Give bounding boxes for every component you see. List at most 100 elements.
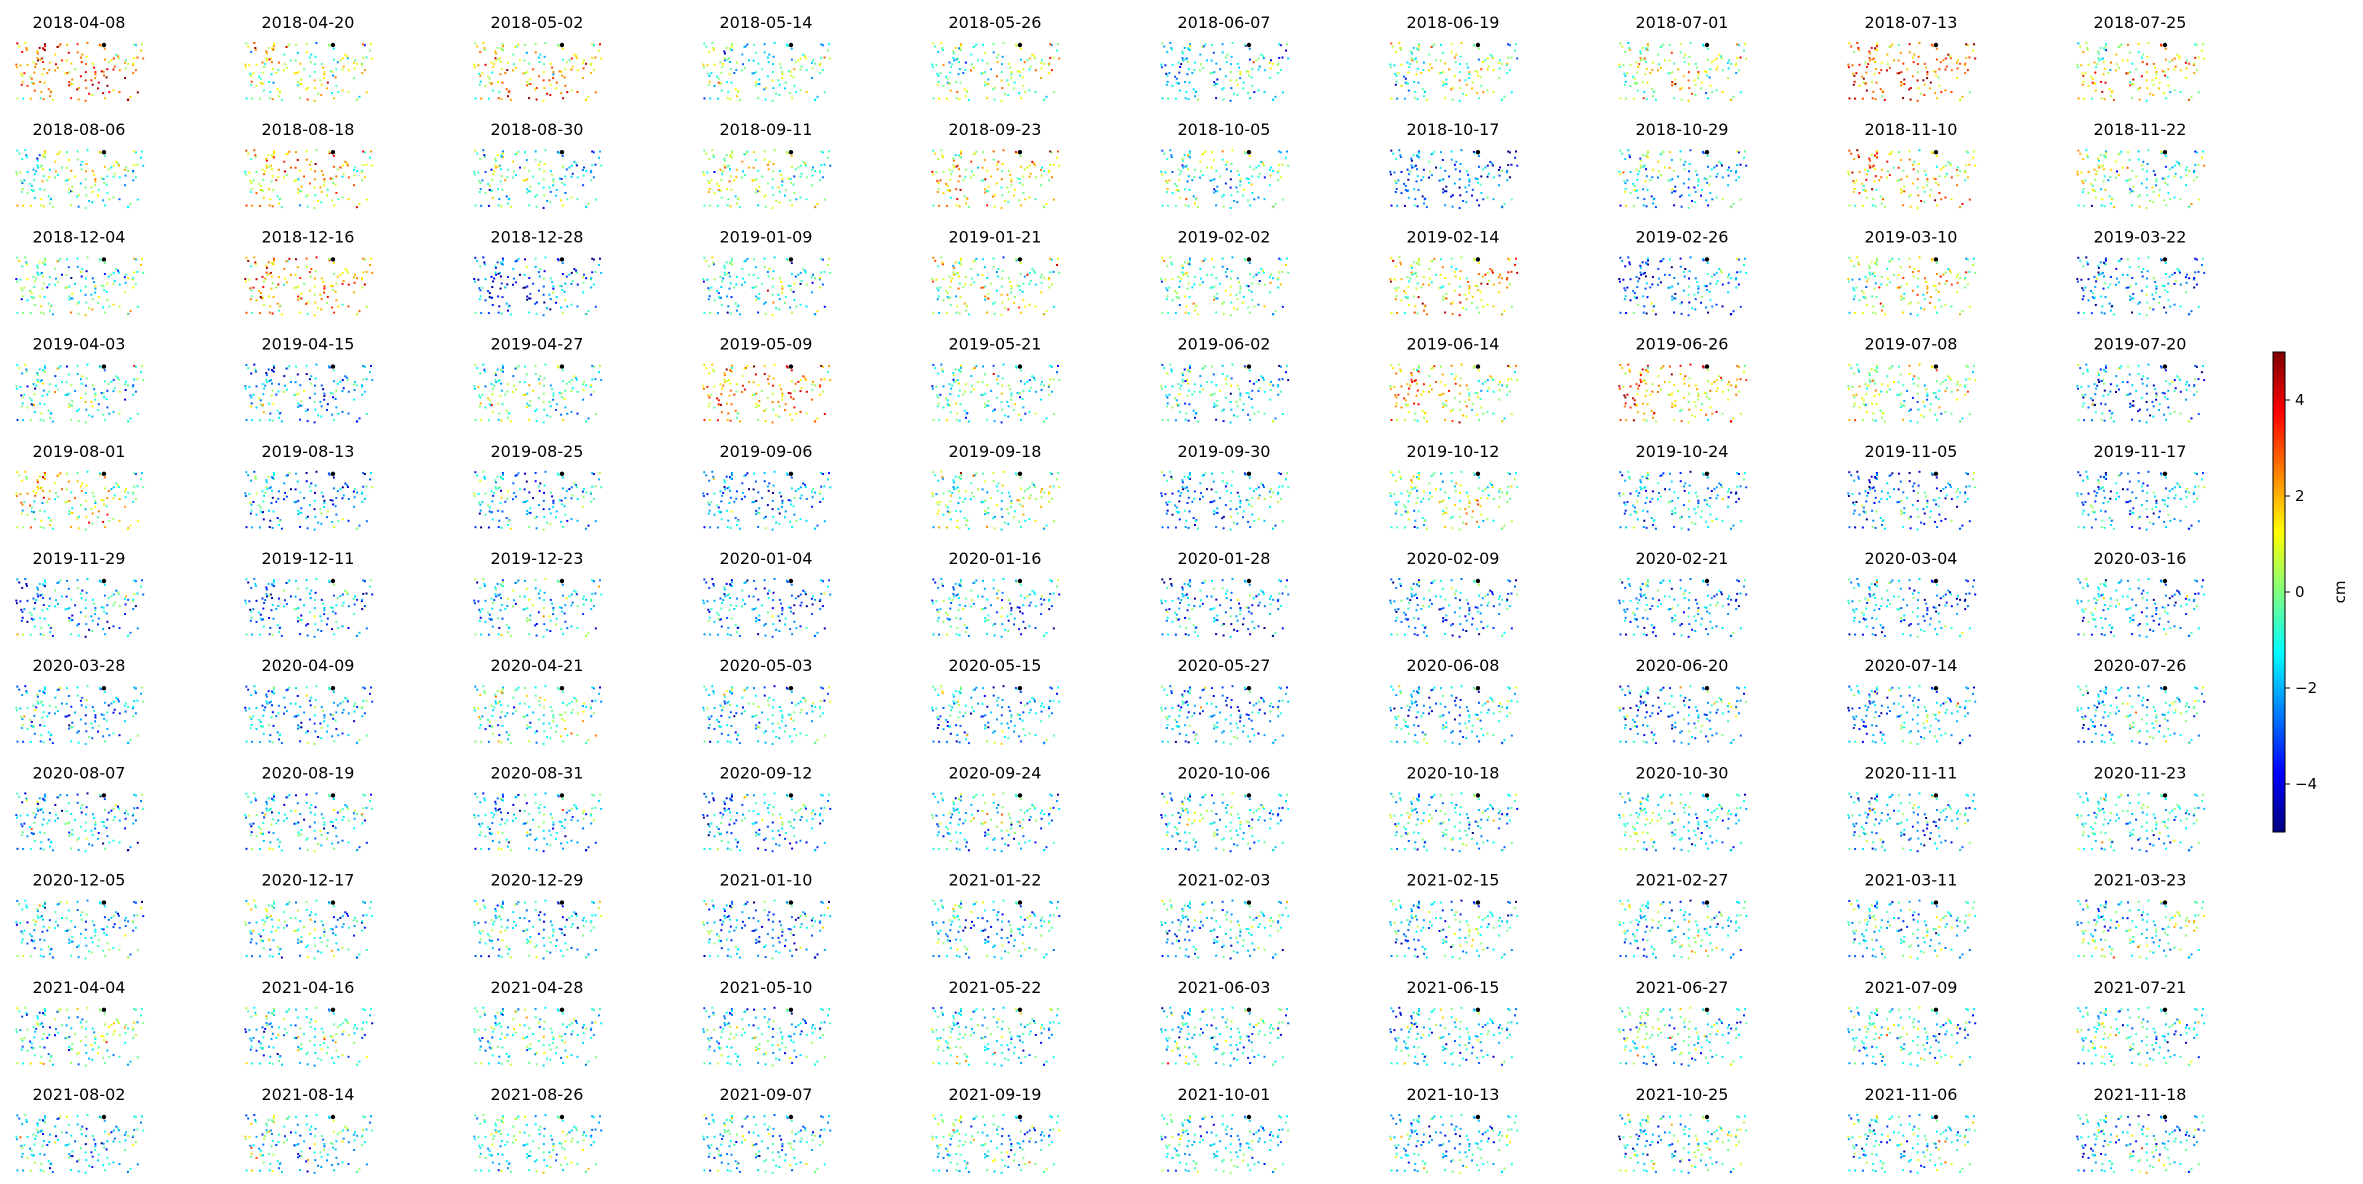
data-point xyxy=(271,261,273,264)
data-point xyxy=(771,99,774,102)
data-point xyxy=(1891,43,1894,46)
data-point xyxy=(1652,91,1655,93)
data-point xyxy=(931,280,934,283)
data-point xyxy=(1395,295,1398,298)
data-point xyxy=(958,275,960,278)
data-point xyxy=(2197,56,2200,59)
data-point xyxy=(2187,313,2190,316)
data-point xyxy=(2173,303,2176,306)
data-point xyxy=(1213,285,1216,288)
data-point xyxy=(244,173,247,176)
data-point xyxy=(1187,261,1189,264)
data-point xyxy=(2129,84,2132,87)
data-point xyxy=(1852,298,1855,301)
data-point xyxy=(21,295,24,298)
data-point xyxy=(303,282,306,285)
data-point xyxy=(323,71,326,73)
data-point xyxy=(1420,72,1423,74)
data-point xyxy=(2186,273,2188,276)
data-point xyxy=(371,57,374,60)
data-point xyxy=(2149,92,2152,95)
data-point xyxy=(1879,302,1882,305)
data-point xyxy=(1015,259,1018,262)
data-point xyxy=(54,176,56,179)
data-point xyxy=(2117,174,2120,177)
data-point xyxy=(360,278,363,281)
data-point xyxy=(1930,258,1933,261)
data-point xyxy=(716,312,719,315)
data-point xyxy=(1403,204,1406,207)
data-point xyxy=(1911,163,1914,166)
data-point xyxy=(36,157,39,160)
data-point xyxy=(758,83,761,86)
data-point xyxy=(2186,59,2188,62)
data-point xyxy=(780,66,783,69)
data-point xyxy=(85,63,87,66)
data-point xyxy=(296,159,299,161)
data-point xyxy=(1248,58,1251,61)
data-point xyxy=(26,299,29,302)
data-point xyxy=(726,97,729,100)
data-point xyxy=(1416,275,1418,278)
data-point xyxy=(506,390,509,393)
data-point xyxy=(71,185,74,188)
data-point xyxy=(1680,312,1683,315)
data-point xyxy=(2142,160,2145,163)
data-point xyxy=(123,169,126,171)
data-point xyxy=(1618,170,1621,173)
data-point xyxy=(1710,168,1713,171)
data-point xyxy=(33,403,35,406)
data-point xyxy=(2117,260,2120,263)
data-point xyxy=(937,74,940,77)
data-point xyxy=(993,194,996,197)
data-point xyxy=(2105,156,2107,159)
data-point xyxy=(1049,150,1052,153)
data-point xyxy=(1014,43,1017,46)
data-point xyxy=(1231,149,1234,152)
data-point xyxy=(2158,194,2160,197)
data-point xyxy=(1210,166,1213,169)
data-point xyxy=(1279,258,1282,261)
data-point xyxy=(1744,150,1746,153)
data-point xyxy=(790,289,793,291)
data-point xyxy=(1903,190,1906,193)
data-point xyxy=(1689,42,1692,44)
data-point xyxy=(981,59,984,62)
data-point xyxy=(1491,271,1494,274)
data-point xyxy=(1451,205,1454,208)
data-point xyxy=(84,178,87,181)
data-point xyxy=(2122,273,2124,276)
data-point xyxy=(1909,194,1912,197)
data-point xyxy=(2202,43,2204,46)
data-point xyxy=(772,270,775,273)
data-point xyxy=(953,59,956,62)
data-point xyxy=(352,61,355,64)
data-point xyxy=(18,45,21,48)
data-point xyxy=(500,382,502,385)
data-point xyxy=(248,64,251,67)
data-point xyxy=(970,283,972,286)
data-point xyxy=(352,276,355,279)
data-point xyxy=(563,183,566,186)
data-point xyxy=(1949,162,1951,165)
data-point xyxy=(549,384,552,387)
data-point xyxy=(1632,204,1635,207)
data-point xyxy=(39,165,42,168)
data-point xyxy=(88,92,91,95)
panel: 2018-08-30 xyxy=(473,120,603,209)
data-point xyxy=(1902,62,1905,65)
data-point xyxy=(1262,55,1264,58)
panel: 2018-12-28 xyxy=(473,227,603,317)
data-point xyxy=(1199,69,1201,72)
data-point xyxy=(493,277,496,280)
data-point xyxy=(1871,272,1874,275)
data-point xyxy=(1626,72,1629,75)
data-point xyxy=(79,75,82,78)
data-point xyxy=(498,271,501,274)
data-point xyxy=(273,263,275,266)
data-point xyxy=(56,367,59,370)
data-point xyxy=(1854,204,1857,207)
data-point xyxy=(1888,46,1891,48)
data-point xyxy=(49,416,51,419)
data-point xyxy=(977,166,979,169)
